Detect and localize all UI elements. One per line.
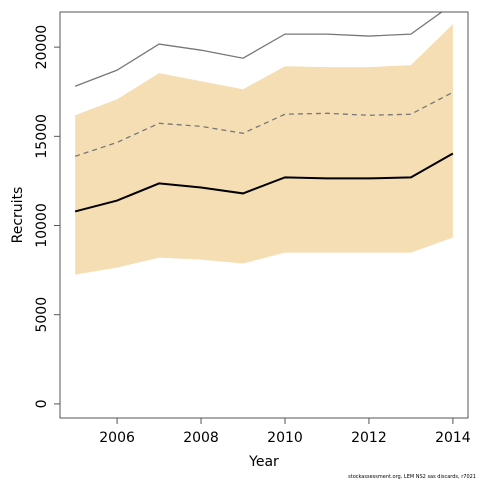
series-line [74,152,454,213]
y-tick-label: 10000 [34,203,50,248]
x-tick-label: 2010 [267,430,303,446]
confidence-band [75,24,453,275]
x-tick-label: 2014 [435,430,471,446]
footnote: stockassessment.org, LEM NS2 sas discard… [348,474,476,480]
y-tick-label: 15000 [34,114,50,159]
y-tick-label: 20000 [34,25,50,70]
plot-frame [59,11,469,419]
y-tick-label: 5000 [34,297,50,333]
series-line [74,91,454,157]
series-line [74,12,443,87]
x-axis-label: Year [248,454,279,470]
plot-area [74,12,454,275]
x-tick-label: 2006 [99,430,135,446]
x-tick-label: 2008 [183,430,219,446]
y-tick-label: 0 [34,399,50,408]
x-tick-label: 2012 [351,430,387,446]
y-axis-label: Recruits [10,187,26,244]
